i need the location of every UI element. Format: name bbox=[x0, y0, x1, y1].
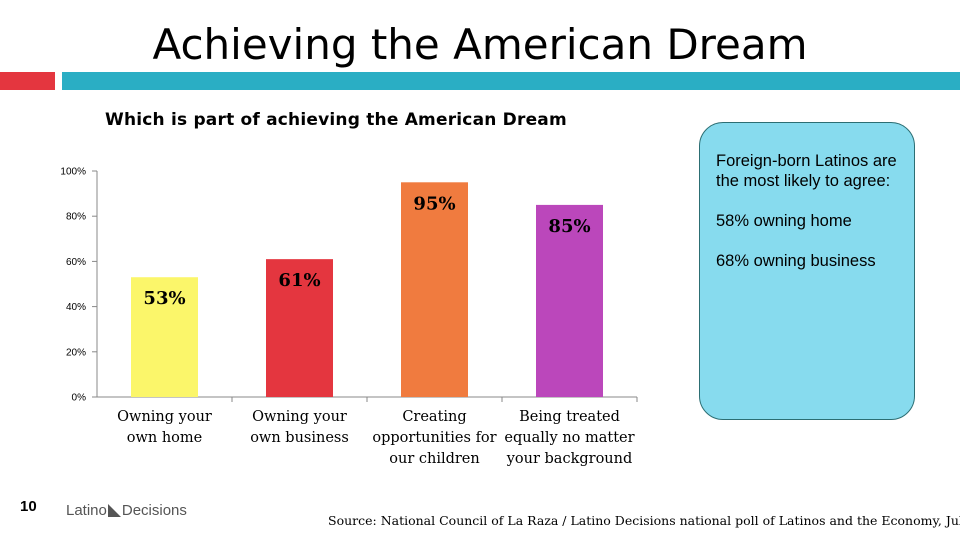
y-tick-label: 20% bbox=[66, 347, 86, 358]
source-note: Source: National Council of La Raza / La… bbox=[328, 513, 960, 528]
bar-chart: 0% 20% 40% 60% 80% 100% 53% 61% 95% 85% bbox=[60, 167, 638, 404]
x-category-label-line: equally no matter bbox=[504, 430, 635, 446]
y-tick-label: 80% bbox=[66, 212, 86, 223]
x-category-label-line: our children bbox=[389, 451, 480, 467]
x-category-label-line: Owning your bbox=[117, 409, 212, 425]
logo-mark-icon bbox=[107, 504, 121, 517]
title-accent-teal bbox=[62, 72, 960, 90]
x-category-label-line: Creating bbox=[402, 409, 467, 425]
slide-title: Achieving the American Dream bbox=[152, 20, 808, 69]
y-tick-label: 0% bbox=[72, 393, 87, 404]
title-accent-red bbox=[0, 72, 55, 90]
callout-line-home: 58% owning home bbox=[716, 212, 852, 230]
bar-4 bbox=[536, 204, 603, 397]
x-category-label: Creating opportunities for our children bbox=[365, 407, 505, 470]
callout-box: Foreign-born Latinos are the most likely… bbox=[699, 122, 915, 420]
latino-decisions-logo: Latino Decisions bbox=[66, 502, 187, 519]
callout-line-business: 68% owning business bbox=[716, 252, 876, 270]
page-number: 10 bbox=[20, 498, 37, 515]
x-category-label: Being treated equally no matter your backg… bbox=[500, 407, 640, 470]
x-category-label-line: opportunities for bbox=[372, 430, 497, 446]
bar-data-label: 53% bbox=[143, 288, 185, 309]
y-tick-label: 100% bbox=[60, 167, 86, 178]
y-tick-label: 60% bbox=[66, 257, 86, 268]
logo-text-right: Decisions bbox=[121, 502, 187, 519]
bar-3 bbox=[401, 182, 468, 397]
y-tick-label: 40% bbox=[66, 302, 86, 313]
x-category-label: Owning your own home bbox=[95, 407, 235, 449]
callout-headline: Foreign-born Latinos are the most likely… bbox=[716, 152, 897, 190]
bar-1 bbox=[131, 277, 198, 397]
bar-data-label: 95% bbox=[413, 193, 455, 214]
x-category-label-line: own home bbox=[126, 430, 203, 446]
x-category-label-line: own business bbox=[250, 430, 349, 446]
x-category-label: Owning your own business bbox=[230, 407, 370, 449]
bar-2 bbox=[266, 259, 333, 397]
bar-data-label: 61% bbox=[278, 270, 320, 291]
chart-title: Which is part of achieving the American … bbox=[105, 110, 567, 130]
x-category-label-line: your background bbox=[506, 451, 633, 467]
x-category-label-line: Being treated bbox=[519, 409, 620, 425]
logo-text-left: Latino bbox=[66, 502, 107, 519]
x-category-label-line: Owning your bbox=[252, 409, 347, 425]
bar-data-label: 85% bbox=[548, 216, 590, 237]
